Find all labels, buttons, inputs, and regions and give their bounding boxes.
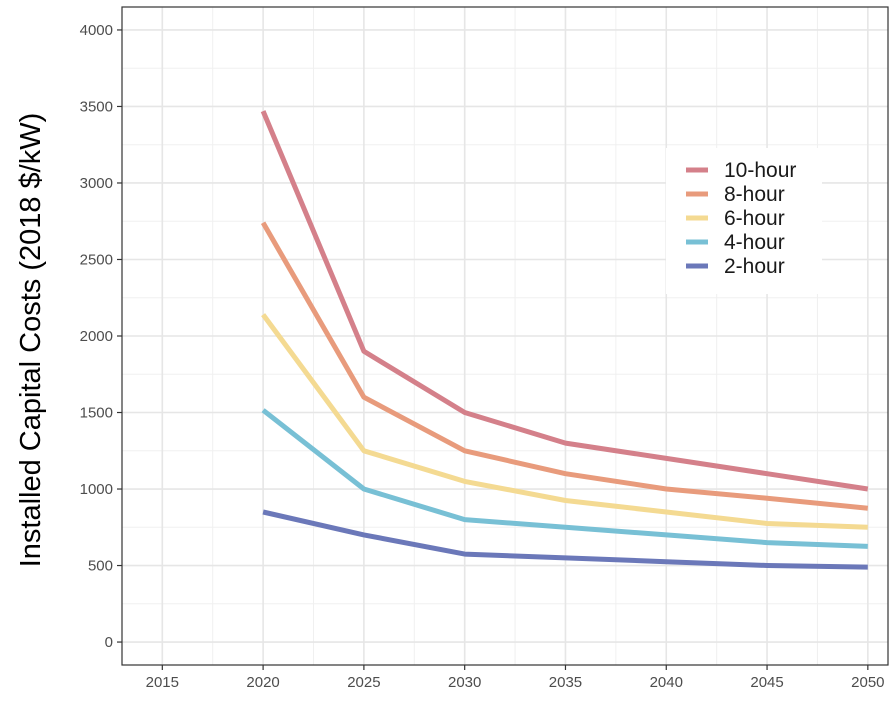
series-line-2-hour xyxy=(262,509,868,570)
series-line-8-hour xyxy=(260,221,869,511)
y-axis: 0 500 1000 1500 2000 2500 3000 3500 4000 xyxy=(80,22,122,651)
y-tick-label: 2000 xyxy=(80,328,113,345)
x-tick-label: 2045 xyxy=(750,674,783,691)
y-tick-label: 500 xyxy=(88,558,113,575)
x-axis: 2015 2020 2025 2030 2035 2040 2045 2050 xyxy=(146,665,885,691)
y-tick-label: 3500 xyxy=(80,98,113,115)
x-tick-label: 2015 xyxy=(146,674,179,691)
y-tick-label: 1000 xyxy=(80,481,113,498)
y-tick-label: 3000 xyxy=(80,175,113,192)
x-tick-label: 2035 xyxy=(549,674,582,691)
legend-label-10-hour: 10-hour xyxy=(724,159,796,182)
y-tick-label: 1500 xyxy=(80,405,113,422)
legend-label-6-hour: 6-hour xyxy=(724,207,785,230)
x-tick-label: 2020 xyxy=(246,674,279,691)
legend-label-2-hour: 2-hour xyxy=(724,255,785,278)
series-line-10-hour xyxy=(260,110,869,492)
y-tick-label: 2500 xyxy=(80,251,113,268)
y-axis-title: Installed Capital Costs (2018 $/kW) xyxy=(15,113,47,568)
x-tick-label: 2030 xyxy=(448,674,481,691)
x-tick-label: 2025 xyxy=(347,674,380,691)
series-lines xyxy=(260,110,869,570)
series-line-4-hour xyxy=(261,408,868,549)
y-tick-label: 0 xyxy=(105,634,113,651)
y-tick-label: 4000 xyxy=(80,22,113,39)
series-line-6-hour xyxy=(261,313,868,530)
legend-label-8-hour: 8-hour xyxy=(724,183,785,206)
x-tick-label: 2040 xyxy=(650,674,683,691)
legend-label-4-hour: 4-hour xyxy=(724,231,785,254)
x-tick-label: 2050 xyxy=(851,674,884,691)
